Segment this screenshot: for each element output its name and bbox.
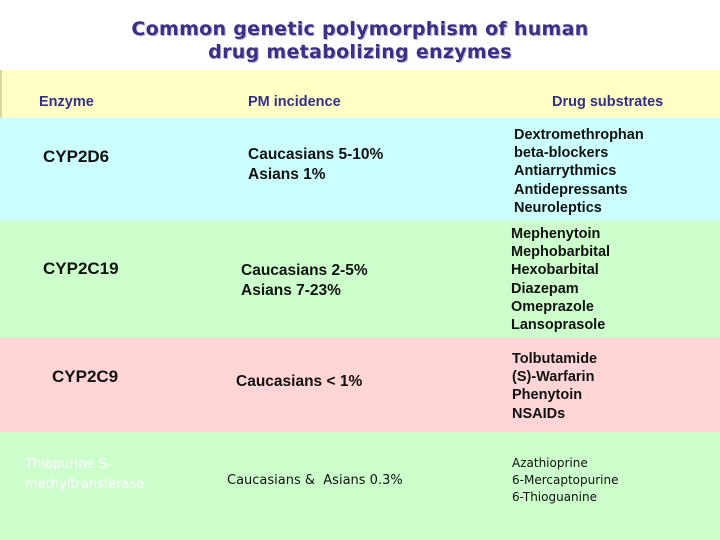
enzyme-name: CYP2D6 xyxy=(43,147,110,166)
enzyme-name-line: Thiopurine S- xyxy=(25,457,112,472)
table-row-band-tpmt xyxy=(0,432,720,540)
pm-incidence: Caucasians & Asians 0.3% xyxy=(227,473,403,488)
drug-substrate: Phenytoin xyxy=(512,387,583,404)
enzyme-name: Thiopurine S- methyltransferase xyxy=(25,455,144,495)
pm-incidence-line: Caucasians & Asians 0.3% xyxy=(227,473,403,488)
table-row-band-cyp2c19 xyxy=(0,221,720,338)
drug-substrate: Antiarrythmics xyxy=(514,163,617,180)
slide-title-line-1: Common genetic polymorphism of human xyxy=(131,18,589,40)
drug-substrate: 6-Thioguanine xyxy=(512,490,597,504)
drug-substrate: Omeprazole xyxy=(511,298,594,315)
drug-substrate: Tolbutamide xyxy=(512,351,598,367)
drug-substrate: Mephobarbital xyxy=(511,244,611,261)
pm-incidence-line: Caucasians 5-10% xyxy=(248,146,384,163)
pm-incidence: Caucasians < 1% xyxy=(236,372,362,392)
drug-substrate-list: Dextromethrophan beta-blockers Antiarryt… xyxy=(514,126,644,217)
enzyme-name: CYP2C19 xyxy=(43,259,119,278)
table-row-band-cyp2d6 xyxy=(0,118,720,221)
drug-substrate: Azathioprine xyxy=(512,456,588,470)
enzyme-name-line: methyltransferase xyxy=(25,477,145,492)
header-pm-incidence: PM incidence xyxy=(248,94,341,110)
pm-incidence-line: Asians 1% xyxy=(248,166,326,183)
pm-incidence-line: Asians 7-23% xyxy=(241,282,341,299)
drug-substrate: Dextromethrophan xyxy=(514,127,644,143)
pm-incidence-line: Caucasians < 1% xyxy=(236,373,363,390)
slide-title: Common genetic polymorphism of human dru… xyxy=(0,18,720,64)
table-row-band-cyp2c9 xyxy=(0,338,720,432)
header-drug-substrates: Drug substrates xyxy=(552,94,664,110)
drug-substrate-list: Tolbutamide (S)-Warfarin Phenytoin NSAID… xyxy=(512,350,597,423)
slide-title-line-2: drug metabolizing enzymes xyxy=(208,41,512,63)
enzyme-name: CYP2C9 xyxy=(52,367,119,386)
drug-substrate: Lansoprasole xyxy=(511,317,606,334)
drug-substrate-list: Mephenytoin Mephobarbital Hexobarbital D… xyxy=(511,225,610,334)
header-enzyme: Enzyme xyxy=(39,94,94,110)
drug-substrate: beta-blockers xyxy=(514,145,609,162)
drug-substrate: NSAIDs xyxy=(512,405,566,422)
drug-substrate: Diazepam xyxy=(511,280,579,297)
drug-substrate: (S)-Warfarin xyxy=(512,369,595,386)
table-header-band xyxy=(0,70,720,118)
pm-incidence: Caucasians 5-10% Asians 1% xyxy=(248,145,383,185)
drug-substrate: Mephenytoin xyxy=(511,226,601,242)
pm-incidence: Caucasians 2-5% Asians 7-23% xyxy=(241,261,368,301)
drug-substrate-list: Azathioprine 6-Mercaptopurine 6-Thioguan… xyxy=(512,455,618,506)
drug-substrate: Hexobarbital xyxy=(511,262,599,279)
pm-incidence-line: Caucasians 2-5% xyxy=(241,262,368,279)
drug-substrate: 6-Mercaptopurine xyxy=(512,473,619,487)
drug-substrate: Neuroleptics xyxy=(514,199,602,216)
drug-substrate: Antidepressants xyxy=(514,181,628,198)
